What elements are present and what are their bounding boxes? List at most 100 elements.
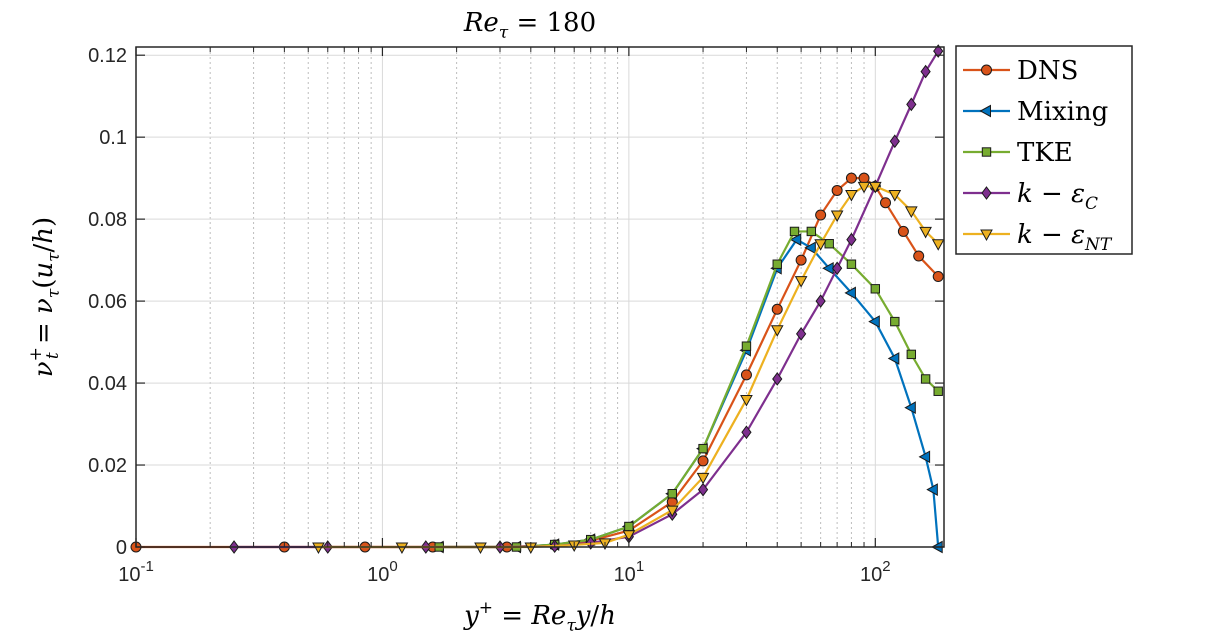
series-1-point bbox=[904, 401, 916, 415]
series-1-point bbox=[918, 450, 931, 464]
plot-background bbox=[136, 47, 944, 547]
series-4-point bbox=[794, 276, 808, 288]
series-4-point bbox=[312, 542, 325, 555]
series-2-point bbox=[789, 226, 800, 237]
x-tick-base: 10 bbox=[118, 564, 140, 586]
series-4-point bbox=[868, 181, 882, 194]
x-tick-exponent: -1 bbox=[140, 558, 153, 575]
legend-item: Mixing bbox=[963, 97, 1108, 127]
series-3-point bbox=[795, 327, 807, 341]
legend-swatch-marker bbox=[980, 229, 993, 242]
y-tick-label: 0.12 bbox=[88, 45, 127, 67]
series-2-point bbox=[824, 239, 834, 249]
series-0-point bbox=[831, 184, 843, 196]
legend-label-main: k − ε bbox=[1017, 179, 1085, 209]
series-0-point bbox=[880, 197, 892, 209]
series-4-point bbox=[904, 206, 918, 218]
legend-label-main: k − ε bbox=[1017, 220, 1085, 250]
y-tick-label: 0.02 bbox=[88, 455, 127, 477]
legend-label: k − εC bbox=[1017, 179, 1098, 214]
series-3-point bbox=[906, 97, 917, 112]
series-2-point bbox=[806, 226, 817, 237]
series-4-point bbox=[857, 181, 871, 194]
series-3-point bbox=[815, 294, 826, 308]
series-4-point bbox=[395, 542, 409, 555]
y-axis-label: ν+t = ντ(uτ/h) bbox=[26, 217, 64, 377]
series-4-point bbox=[845, 190, 858, 202]
series-3-point bbox=[772, 372, 783, 386]
series-4-point bbox=[770, 325, 784, 337]
series-1-point bbox=[868, 315, 880, 328]
x-tick-exponent: 1 bbox=[636, 558, 644, 575]
series-4-point bbox=[474, 542, 487, 555]
legend-swatch-marker bbox=[979, 104, 991, 118]
series-0-point bbox=[795, 254, 807, 266]
series-3-point bbox=[889, 134, 900, 149]
plot-frame bbox=[135, 46, 945, 548]
x-axis-label: y+ = Reτy/h bbox=[463, 598, 616, 636]
legend-label-sub: NT bbox=[1084, 235, 1113, 255]
x-tick-exponent: 2 bbox=[882, 558, 890, 575]
legend-label: DNS bbox=[1017, 56, 1078, 86]
legend-item: k − εNT bbox=[963, 220, 1113, 255]
x-tick-labels: 10-1 100 101 102 bbox=[118, 558, 890, 586]
legend-label-sub: C bbox=[1085, 194, 1098, 214]
legend-label: Mixing bbox=[1017, 97, 1108, 127]
x-tick-label: 10-1 bbox=[118, 558, 154, 586]
series-2-point bbox=[870, 284, 881, 294]
x-tick-label: 100 bbox=[367, 558, 398, 586]
series-2-point bbox=[772, 259, 782, 269]
series-1-point bbox=[844, 286, 856, 300]
y-tick-label: 0 bbox=[116, 537, 127, 559]
series-4-point bbox=[931, 239, 945, 251]
legend-item: k − εC bbox=[963, 179, 1098, 214]
series-2-point bbox=[698, 443, 708, 454]
x-tick-base: 10 bbox=[860, 564, 882, 586]
series-1-point bbox=[887, 352, 900, 365]
y-tick-label: 0.08 bbox=[88, 209, 127, 231]
series-2-point bbox=[741, 341, 752, 351]
series-0-point bbox=[858, 172, 870, 184]
legend-item: TKE bbox=[963, 138, 1073, 168]
series-0-point bbox=[815, 209, 827, 221]
series-4-point bbox=[696, 472, 710, 485]
series-1-point bbox=[926, 483, 938, 496]
series-2-point bbox=[906, 349, 917, 360]
series-2-point bbox=[667, 489, 677, 499]
y-tick-label: 0.1 bbox=[99, 127, 127, 149]
series-0-point bbox=[913, 250, 925, 262]
series-1-point bbox=[804, 241, 816, 255]
series-0-point bbox=[897, 225, 909, 237]
series-2-point bbox=[920, 374, 931, 384]
series-0-point bbox=[845, 172, 857, 184]
series-0-point bbox=[697, 455, 709, 467]
legend-swatch-marker bbox=[981, 186, 992, 200]
x-tick-base: 10 bbox=[367, 564, 389, 586]
series-0-point bbox=[740, 369, 752, 381]
y-tick-label: 0.04 bbox=[88, 373, 127, 395]
y-tick-label: 0.06 bbox=[88, 291, 127, 313]
series-4-point bbox=[830, 210, 844, 223]
series-3-point bbox=[832, 261, 843, 276]
legend-label: k − εNT bbox=[1017, 220, 1113, 255]
series-0-point bbox=[771, 303, 783, 315]
legend-label: TKE bbox=[1017, 138, 1073, 168]
series-4-point bbox=[740, 394, 753, 407]
series-4-point bbox=[888, 190, 902, 202]
series-2-line bbox=[439, 230, 939, 549]
legend-swatch-marker bbox=[981, 64, 992, 76]
series-3-point bbox=[920, 64, 931, 79]
series-0-point bbox=[932, 271, 944, 283]
series-4-point bbox=[622, 530, 636, 542]
series-3-point bbox=[846, 232, 857, 247]
series-3-point bbox=[697, 482, 709, 497]
legend-swatch-marker bbox=[981, 147, 992, 157]
chart-title: Reτ = 180 bbox=[463, 8, 596, 43]
x-tick-base: 10 bbox=[614, 564, 636, 586]
x-tick-label: 102 bbox=[860, 558, 891, 586]
series-2-point bbox=[624, 521, 634, 532]
series-3-point bbox=[933, 44, 944, 58]
series-1-point bbox=[789, 233, 802, 246]
